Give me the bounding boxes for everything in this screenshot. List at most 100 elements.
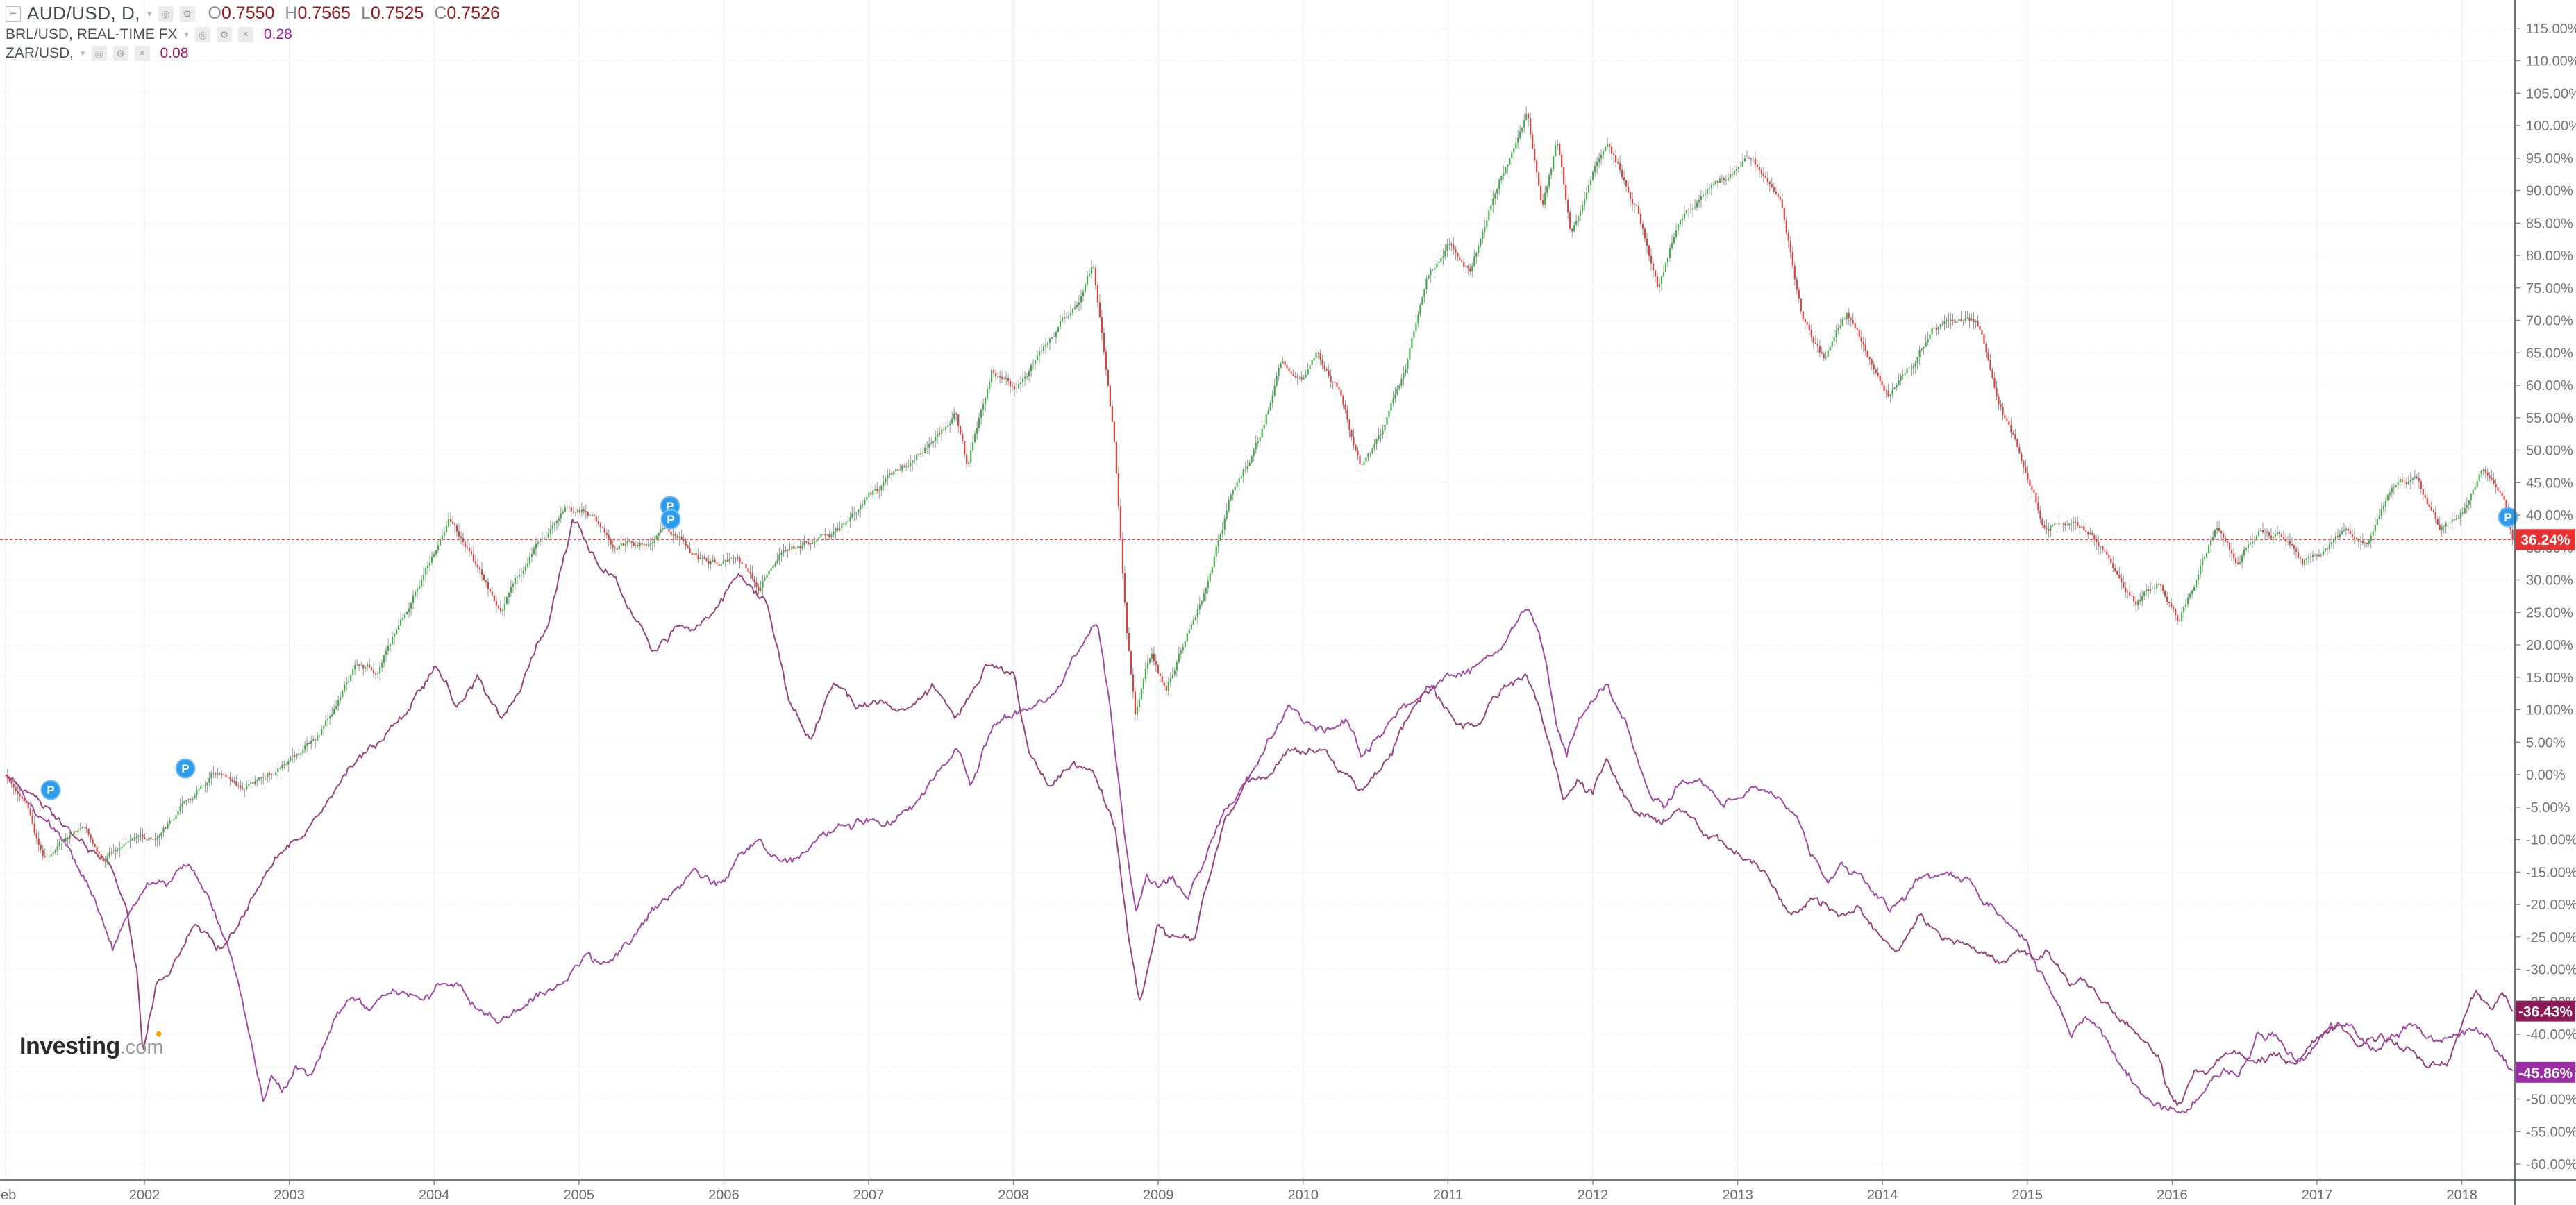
y-axis-label: 45.00%: [2526, 475, 2573, 491]
x-axis-label: 2017: [2302, 1188, 2333, 1203]
close-icon[interactable]: ×: [134, 46, 150, 61]
x-axis-label: 2010: [1288, 1188, 1319, 1203]
svg-text:36.24%: 36.24%: [2520, 532, 2570, 548]
y-axis-label: -20.00%: [2526, 898, 2576, 913]
event-marker-flag[interactable]: P: [40, 780, 61, 800]
y-axis-label: 0.00%: [2526, 768, 2566, 783]
logo-tld: .com: [119, 1036, 164, 1059]
legend-row-zar: ZAR/USD, ▾ ◎ ⚙ × 0.08: [6, 45, 500, 62]
svg-text:P: P: [2504, 511, 2511, 524]
y-axis-label: 85.00%: [2526, 216, 2573, 231]
brl-usd-line[interactable]: [5, 609, 2514, 1114]
y-axis-label: -50.00%: [2526, 1093, 2576, 1108]
svg-text:P: P: [667, 513, 674, 526]
y-axis-label: 50.00%: [2526, 444, 2573, 459]
x-axis-label: 2003: [274, 1188, 305, 1203]
y-axis-label: -30.00%: [2526, 963, 2576, 978]
chevron-down-icon[interactable]: ▾: [81, 48, 85, 58]
x-axis-label: 2004: [419, 1188, 450, 1203]
y-axis-label: 15.00%: [2526, 671, 2573, 686]
aud-usd-candles[interactable]: [6, 106, 2514, 868]
close-value: C0.7526: [434, 3, 500, 23]
x-axis-label: 2012: [1578, 1188, 1609, 1203]
x-axis-label: 2015: [2012, 1188, 2043, 1203]
y-axis-label: 70.00%: [2526, 314, 2573, 329]
y-axis-label: 115.00%: [2526, 22, 2576, 37]
time-axis[interactable]: Feb 2002 2003 2004 2005 2006 2007 2008 2009 2010 2…: [0, 1180, 2477, 1203]
y-axis-label: 10.00%: [2526, 703, 2573, 718]
x-axis-label: 2018: [2446, 1188, 2477, 1203]
settings-gear-icon[interactable]: ⚙: [216, 27, 232, 42]
chevron-down-icon[interactable]: ▾: [184, 29, 189, 40]
grid: [0, 0, 2515, 1180]
last-price-brl: 0.28: [263, 26, 292, 42]
y-axis-label: 25.00%: [2526, 605, 2573, 621]
chevron-down-icon[interactable]: ▾: [147, 8, 152, 19]
settings-gear-icon[interactable]: ⚙: [179, 6, 195, 22]
y-axis-label: -15.00%: [2526, 865, 2576, 880]
svg-text:P: P: [47, 784, 54, 797]
x-axis-label: 2011: [1433, 1188, 1463, 1203]
plot-area[interactable]: [0, 0, 2515, 1180]
y-axis-label: 100.00%: [2526, 119, 2576, 134]
zar-usd-line[interactable]: [5, 519, 2514, 1106]
y-axis-label: 90.00%: [2526, 184, 2573, 199]
last-price-zar: 0.08: [160, 45, 189, 61]
y-axis-label: 110.00%: [2526, 54, 2576, 69]
low-value: L0.7525: [360, 3, 424, 23]
svg-text:-45.86%: -45.86%: [2518, 1065, 2573, 1081]
symbol-title-zar[interactable]: ZAR/USD,: [6, 45, 74, 61]
x-axis-label: 2014: [1867, 1188, 1898, 1203]
y-axis-label: 105.00%: [2526, 86, 2576, 101]
x-axis-label: 2007: [853, 1188, 885, 1203]
close-icon[interactable]: ×: [237, 27, 253, 42]
ohlc-readout: O0.7550 H0.7565 L0.7525 C0.7526: [208, 3, 500, 24]
settings-gear-icon[interactable]: ⚙: [112, 46, 128, 61]
symbol-title-brl[interactable]: BRL/USD, REAL-TIME FX: [6, 26, 178, 42]
y-axis-label: -60.00%: [2526, 1157, 2576, 1172]
open-value: O0.7550: [208, 3, 275, 23]
x-axis-label: 2002: [129, 1188, 160, 1203]
x-axis-label-feb: Feb: [0, 1188, 16, 1203]
logo-text: Investing: [19, 1030, 162, 1059]
y-axis-label: -5.00%: [2526, 800, 2570, 816]
event-marker-flag[interactable]: P: [660, 509, 681, 530]
visibility-icon[interactable]: ◎: [158, 6, 174, 22]
svg-text:P: P: [666, 500, 674, 513]
symbol-title-aud[interactable]: AUD/USD, D,: [27, 3, 140, 24]
legend-row-brl: BRL/USD, REAL-TIME FX ▾ ◎ ⚙ × 0.28: [6, 26, 500, 43]
investing-logo: Investing .com: [19, 1030, 164, 1060]
collapse-icon[interactable]: −: [6, 6, 21, 22]
x-axis-label: 2013: [1722, 1188, 1753, 1203]
x-axis-label: 2008: [998, 1188, 1029, 1203]
y-axis-label: 75.00%: [2526, 281, 2573, 296]
y-axis-label: 80.00%: [2526, 248, 2573, 264]
y-axis-label: 30.00%: [2526, 573, 2573, 589]
event-marker-flag[interactable]: P: [2498, 507, 2518, 528]
high-value: H0.7565: [285, 3, 351, 23]
svg-text:-36.43%: -36.43%: [2518, 1004, 2573, 1020]
y-axis-label: -55.00%: [2526, 1124, 2576, 1140]
y-axis-label: 65.00%: [2526, 346, 2573, 361]
y-axis-label: 60.00%: [2526, 378, 2573, 394]
visibility-icon[interactable]: ◎: [91, 46, 107, 61]
visibility-icon[interactable]: ◎: [194, 27, 210, 42]
x-axis-label: 2016: [2157, 1188, 2188, 1203]
y-axis-label: 20.00%: [2526, 638, 2573, 653]
y-axis-label: -25.00%: [2526, 930, 2576, 945]
y-axis-label: -10.00%: [2526, 833, 2576, 848]
price-label--36.43%: -36.43%: [2516, 1000, 2575, 1022]
price-label-36.24%: 36.24%: [2516, 529, 2575, 550]
x-axis-label: 2009: [1143, 1188, 1174, 1203]
y-axis-label: 5.00%: [2526, 735, 2566, 750]
legend-panel: − AUD/USD, D, ▾ ◎ ⚙ O0.7550 H0.7565 L0.7…: [6, 3, 500, 64]
y-axis-label: 55.00%: [2526, 411, 2573, 426]
x-axis-label: 2005: [564, 1188, 595, 1203]
price-label--45.86%: -45.86%: [2516, 1061, 2575, 1083]
event-marker-flag[interactable]: P: [175, 758, 196, 779]
legend-row-aud: − AUD/USD, D, ▾ ◎ ⚙ O0.7550 H0.7565 L0.7…: [6, 3, 500, 24]
svg-text:P: P: [181, 762, 189, 775]
